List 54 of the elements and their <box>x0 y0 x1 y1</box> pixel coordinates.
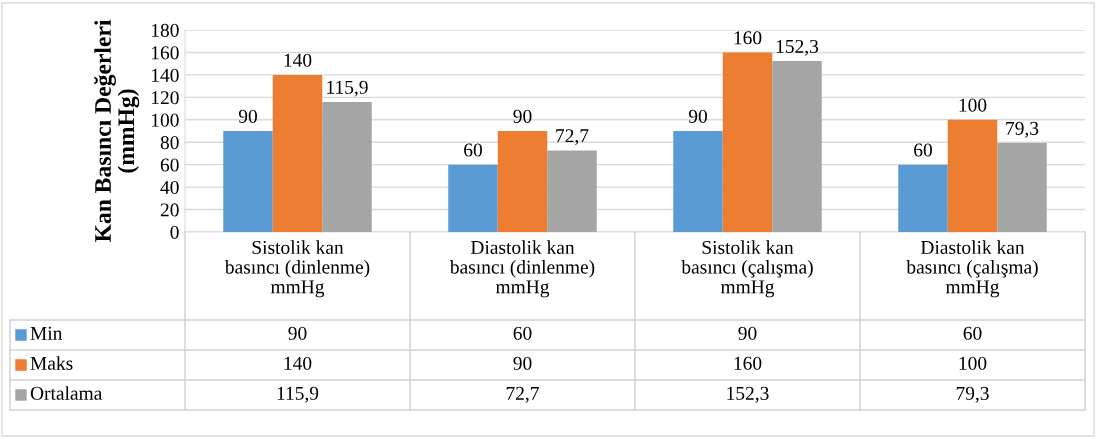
text: 90 <box>238 109 257 123</box>
data-label: 160 <box>734 356 762 370</box>
y-tick-label: 140 <box>151 68 179 82</box>
legend-label: Min <box>30 326 63 340</box>
y-tick-label: 20 <box>160 203 179 217</box>
text: 60 <box>464 143 482 157</box>
text: 100 <box>959 98 987 112</box>
y-tick-label: 120 <box>151 91 179 105</box>
data-label: 115,9 <box>277 386 319 403</box>
data-label: 60 <box>963 326 982 340</box>
text: 152,3 <box>776 39 819 56</box>
text: 60 <box>914 143 932 157</box>
text: 140 <box>284 53 312 67</box>
x-tick-label: Sistolik kan basıncı (dinlenme) mmHg <box>224 240 370 298</box>
text: 79,3 <box>1006 121 1039 138</box>
bar <box>497 131 548 232</box>
bar <box>947 119 998 232</box>
data-label: 152,3 <box>727 386 769 403</box>
legend-label: Ortalama <box>30 386 103 400</box>
bar <box>997 143 1047 232</box>
bar <box>547 150 597 232</box>
text: 115,9 <box>327 80 368 97</box>
y-axis-title: Kan Basıncı Değerleri (mmHg) <box>94 19 140 243</box>
y-tick-label: 160 <box>151 46 179 60</box>
x-tick-label: Diastolik kan basıncı (çalışma) mmHg <box>906 240 1038 298</box>
data-label: 100 <box>959 356 987 370</box>
data-label: 90 <box>513 356 532 370</box>
y-tick-label: 180 <box>151 23 179 37</box>
bar <box>223 131 273 232</box>
data-label: 72,7 <box>506 386 539 403</box>
y-tick-label: 40 <box>160 180 179 195</box>
x-tick-label: Sistolik kan basıncı (çalışma) mmHg <box>681 240 813 298</box>
data-label: 140 <box>284 356 312 370</box>
text: 160 <box>734 31 762 45</box>
bar <box>722 52 773 232</box>
bar <box>772 61 822 232</box>
x-tick-label: Diastolik kan basıncı (dinlenme) mmHg <box>449 240 595 298</box>
data-label: 79,3 <box>956 386 989 403</box>
bar <box>272 74 323 232</box>
bar <box>898 164 948 232</box>
data-label: 90 <box>288 326 307 340</box>
bar <box>673 131 723 232</box>
text: 90 <box>688 109 707 123</box>
data-label: 90 <box>738 326 757 340</box>
y-tick-label: 80 <box>160 136 179 150</box>
text: 90 <box>513 109 532 123</box>
data-label: 60 <box>513 326 532 340</box>
y-tick-label: 60 <box>160 158 179 172</box>
y-tick-label: 100 <box>151 113 179 127</box>
bar <box>322 101 372 232</box>
y-tick-label: 0 <box>170 225 179 239</box>
bar <box>448 164 498 232</box>
text: 72,7 <box>556 129 589 146</box>
legend-label: Maks <box>30 356 73 370</box>
